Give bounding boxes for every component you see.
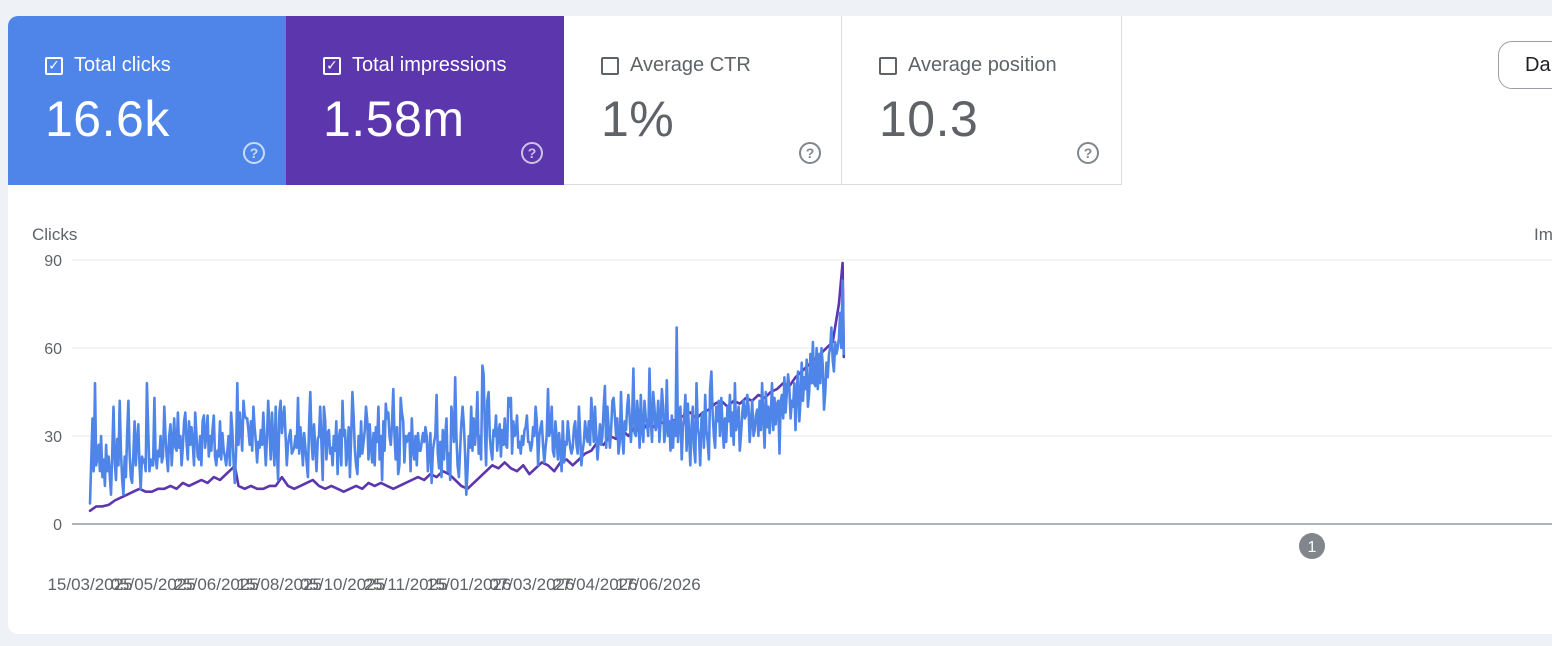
metric-label: Average position	[908, 54, 1057, 76]
metric-average-ctr[interactable]: Average CTR 1% ?	[564, 16, 842, 185]
y-tick-label: 0	[53, 517, 62, 534]
x-tick-label: 17/06/2026	[616, 575, 701, 594]
metric-header: ✓ Total clicks	[45, 54, 171, 77]
metric-label: Total clicks	[74, 54, 171, 76]
x-tick-label: 05/10/2025	[300, 575, 385, 594]
y-tick-label: 90	[44, 253, 62, 270]
metric-label: Total impressions	[352, 54, 507, 76]
metric-header: Average CTR	[601, 54, 751, 77]
x-tick-label: 27/04/2026	[552, 575, 637, 594]
x-tick-label: 25/06/2025	[174, 575, 259, 594]
help-icon[interactable]: ?	[1077, 142, 1099, 164]
metric-value: 1.58m	[323, 91, 465, 147]
metric-value: 10.3	[879, 91, 979, 147]
metric-value: 1%	[601, 91, 675, 147]
x-tick-label: 25/11/2025	[364, 575, 448, 594]
x-tick-label: 15/01/2026	[426, 575, 511, 594]
y-tick-label: 60	[44, 341, 62, 358]
checkbox-unchecked-icon[interactable]	[879, 56, 897, 75]
annotation-circle[interactable]	[1299, 533, 1325, 559]
metric-header: ✓ Total impressions	[323, 54, 507, 77]
x-tick-label: 05/05/2025	[111, 575, 196, 594]
metric-label: Average CTR	[630, 54, 751, 76]
annotation-label: 1	[1308, 539, 1317, 556]
date-range-button[interactable]: Da	[1498, 41, 1552, 89]
help-icon[interactable]: ?	[243, 142, 265, 164]
help-icon[interactable]: ?	[799, 142, 821, 164]
checkbox-checked-icon[interactable]: ✓	[323, 56, 341, 75]
y-axis-title: Clicks	[32, 225, 77, 244]
x-tick-label: 07/03/2026	[489, 575, 574, 594]
metric-total-clicks[interactable]: ✓ Total clicks 16.6k ?	[8, 16, 286, 185]
grid	[72, 259, 1552, 525]
performance-card: ✓ Total clicks 16.6k ? ✓ Total impressio…	[8, 16, 1552, 634]
annotation-marker[interactable]: 1	[1299, 533, 1325, 559]
x-ticks: 15/03/202505/05/202525/06/202515/08/2025…	[47, 575, 700, 594]
y-tick-label: 30	[44, 429, 62, 446]
help-icon[interactable]: ?	[521, 142, 543, 164]
x-tick-label: 15/08/2025	[237, 575, 322, 594]
checkbox-unchecked-icon[interactable]	[601, 56, 619, 75]
series-line-clicks	[88, 279, 846, 505]
y2-axis-title: Im	[1534, 225, 1552, 244]
metric-average-position[interactable]: Average position 10.3 ?	[842, 16, 1122, 185]
metric-value: 16.6k	[45, 91, 170, 147]
series	[88, 261, 846, 513]
metric-total-impressions[interactable]: ✓ Total impressions 1.58m ?	[286, 16, 564, 185]
checkbox-checked-icon[interactable]: ✓	[45, 56, 63, 75]
x-tick-label: 15/03/2025	[47, 575, 132, 594]
y-ticks: 0 30 60 90	[44, 253, 62, 534]
metric-header: Average position	[879, 54, 1057, 77]
